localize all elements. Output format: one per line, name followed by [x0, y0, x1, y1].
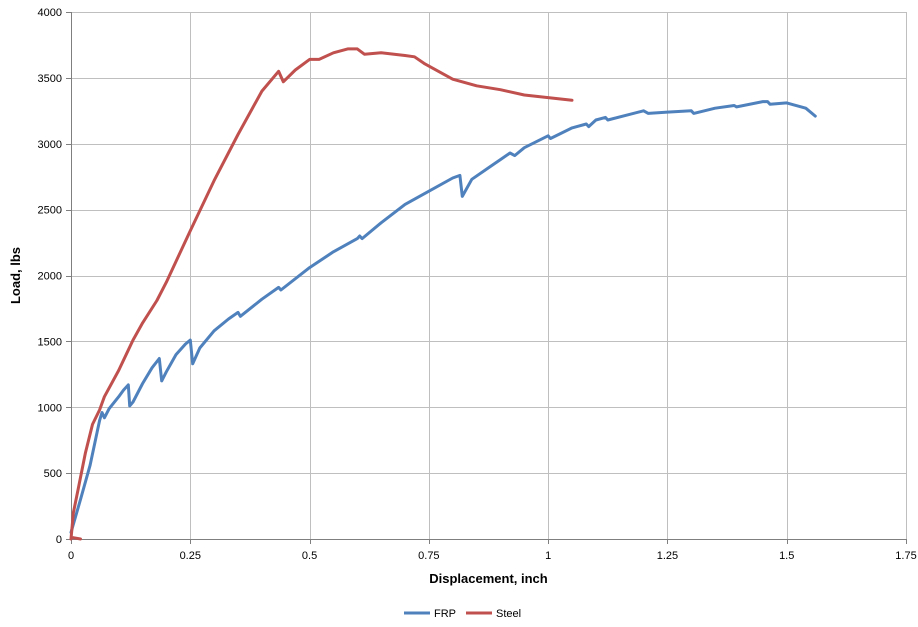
x-tick-label: 0.25	[180, 550, 201, 562]
y-tick-label: 2500	[38, 205, 62, 217]
x-tick-label: 1.25	[657, 550, 678, 562]
y-tick-label: 500	[44, 468, 62, 480]
y-tick-label: 3000	[38, 139, 62, 151]
x-tick-label: 1.75	[895, 550, 916, 562]
x-tick-label: 0.5	[302, 550, 317, 562]
legend-label: FRP	[434, 608, 456, 620]
y-tick-label: 2000	[38, 271, 62, 283]
grid-lines	[71, 12, 907, 539]
series-lines	[69, 47, 817, 541]
x-tick-label: 1	[545, 550, 551, 562]
y-tick-label: 1000	[38, 402, 62, 414]
y-tick-labels: 0 500 1000 1500 2000 2500 3000 3500 4000	[38, 7, 62, 546]
series-line-steel-segment	[71, 536, 82, 541]
y-tick-label: 4000	[38, 7, 62, 19]
series-line-steel	[69, 47, 574, 541]
x-tick-label: 1.5	[779, 550, 794, 562]
legend-item-steel: Steel	[466, 608, 521, 620]
y-axis-title: Load, lbs	[8, 247, 23, 304]
x-tick-labels: 0 0.25 0.5 0.75 1 1.25 1.5 1.75	[68, 550, 917, 562]
y-tick-label: 0	[56, 534, 62, 546]
x-axis-title: Displacement, inch	[429, 571, 548, 586]
x-tick-label: 0	[68, 550, 74, 562]
x-tick-label: 0.75	[418, 550, 439, 562]
axes	[66, 12, 907, 544]
legend-item-frp: FRP	[404, 608, 456, 620]
legend-label: Steel	[496, 608, 521, 620]
y-tick-label: 3500	[38, 73, 62, 85]
series-line-frp	[69, 100, 817, 534]
legend: FRP Steel	[404, 608, 521, 620]
y-tick-label: 1500	[38, 336, 62, 348]
